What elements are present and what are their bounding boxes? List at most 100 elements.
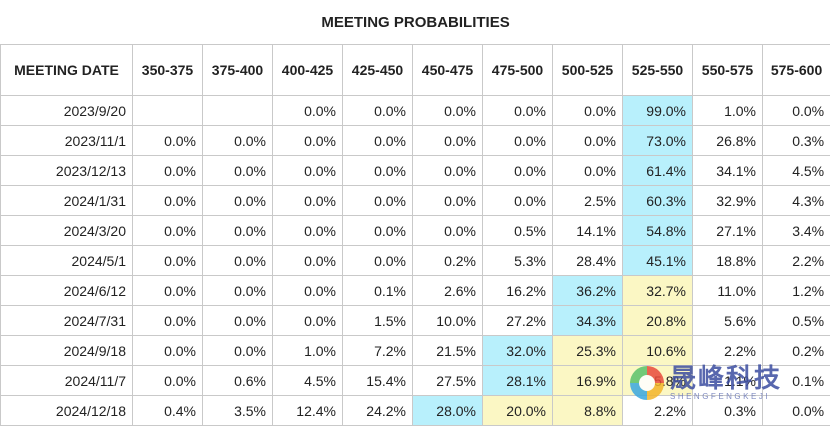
probability-cell: 0.0% xyxy=(133,216,203,246)
probability-cell: 2.2% xyxy=(693,336,763,366)
probability-cell: 0.6% xyxy=(203,366,273,396)
probability-cell: 0.0% xyxy=(343,156,413,186)
probability-cell: 1.2% xyxy=(763,276,830,306)
probability-cell: 0.0% xyxy=(133,186,203,216)
probability-cell: 32.9% xyxy=(693,186,763,216)
probability-cell: 0.0% xyxy=(413,96,483,126)
probability-cell: 0.1% xyxy=(343,276,413,306)
meeting-date-cell: 2023/9/20 xyxy=(1,96,133,126)
probability-cell: 0.0% xyxy=(343,186,413,216)
probability-cell: 0.3% xyxy=(693,396,763,426)
probability-cell xyxy=(203,96,273,126)
meeting-date-cell: 2024/11/7 xyxy=(1,366,133,396)
probability-cell: 0.0% xyxy=(273,306,343,336)
probability-cell: 10.6% xyxy=(623,336,693,366)
probability-cell: 2.2% xyxy=(623,396,693,426)
probability-cell: 28.4% xyxy=(553,246,623,276)
probability-cell: 28.0% xyxy=(413,396,483,426)
probability-cell: 5.6% xyxy=(693,306,763,336)
probability-cell: 32.0% xyxy=(483,336,553,366)
probability-cell: 36.2% xyxy=(553,276,623,306)
probability-cell: 27.1% xyxy=(693,216,763,246)
probability-cell: 28.1% xyxy=(483,366,553,396)
column-header-475-500: 475-500 xyxy=(483,45,553,96)
probability-cell: 4.3% xyxy=(763,186,830,216)
meeting-date-cell: 2023/11/1 xyxy=(1,126,133,156)
probability-cell: 0.0% xyxy=(553,156,623,186)
probability-cell: 8.8% xyxy=(553,396,623,426)
column-header-375-400: 375-400 xyxy=(203,45,273,96)
probability-cell: 0.0% xyxy=(203,336,273,366)
table-title: MEETING PROBABILITIES xyxy=(1,0,830,45)
column-header-meeting-date: MEETING DATE xyxy=(1,45,133,96)
probability-cell: 20.0% xyxy=(483,396,553,426)
probability-cell: 0.0% xyxy=(203,246,273,276)
probability-cell xyxy=(133,96,203,126)
probability-cell: 0.0% xyxy=(553,96,623,126)
probability-cell: 0.0% xyxy=(483,126,553,156)
probability-cell: 0.0% xyxy=(553,126,623,156)
probability-cell: 25.3% xyxy=(553,336,623,366)
probability-cell: 0.0% xyxy=(343,246,413,276)
probability-cell: 4.5% xyxy=(763,156,830,186)
meeting-date-cell: 2024/5/1 xyxy=(1,246,133,276)
meeting-date-cell: 2024/12/18 xyxy=(1,396,133,426)
probability-cell: 32.7% xyxy=(623,276,693,306)
probability-cell: 73.0% xyxy=(623,126,693,156)
probability-cell: 61.4% xyxy=(623,156,693,186)
meeting-date-cell: 2023/12/13 xyxy=(1,156,133,186)
probability-cell: 1.0% xyxy=(693,96,763,126)
probability-cell: 0.0% xyxy=(343,96,413,126)
probability-cell: 0.0% xyxy=(413,126,483,156)
probability-cell: 0.0% xyxy=(273,216,343,246)
probability-cell: 0.0% xyxy=(203,216,273,246)
probability-cell: 3.5% xyxy=(203,396,273,426)
column-header-550-575: 550-575 xyxy=(693,45,763,96)
probability-cell: 0.0% xyxy=(273,96,343,126)
probability-cell: 1.1% xyxy=(693,366,763,396)
probability-cell: 3.4% xyxy=(763,216,830,246)
meeting-date-cell: 2024/7/31 xyxy=(1,306,133,336)
probability-cell: 0.0% xyxy=(133,156,203,186)
probability-cell: 0.0% xyxy=(413,216,483,246)
probability-cell: 0.0% xyxy=(133,306,203,336)
probability-cell: 0.3% xyxy=(763,126,830,156)
probability-cell: 0.0% xyxy=(763,96,830,126)
probability-cell: 0.0% xyxy=(203,126,273,156)
column-header-425-450: 425-450 xyxy=(343,45,413,96)
probability-cell: 0.0% xyxy=(273,186,343,216)
probability-cell: 15.4% xyxy=(343,366,413,396)
probability-cell: 0.0% xyxy=(413,186,483,216)
probability-cell: 0.0% xyxy=(203,306,273,336)
probability-cell: 10.0% xyxy=(413,306,483,336)
probability-cell: 18.8% xyxy=(693,246,763,276)
column-header-500-525: 500-525 xyxy=(553,45,623,96)
probability-cell: 0.0% xyxy=(133,276,203,306)
probability-cell: 14.1% xyxy=(553,216,623,246)
probability-cell: 0.5% xyxy=(483,216,553,246)
probability-cell: 0.0% xyxy=(133,126,203,156)
probability-cell: 11.0% xyxy=(693,276,763,306)
probability-cell: 34.1% xyxy=(693,156,763,186)
meeting-date-cell: 2024/3/20 xyxy=(1,216,133,246)
probability-cell: 27.2% xyxy=(483,306,553,336)
probability-cell: 0.1% xyxy=(763,366,830,396)
probability-cell: 0.0% xyxy=(483,96,553,126)
probability-cell: 54.8% xyxy=(623,216,693,246)
probability-cell: 0.0% xyxy=(273,276,343,306)
probability-cell: 26.8% xyxy=(693,126,763,156)
probability-cell: 0.0% xyxy=(763,396,830,426)
probability-cell: 0.0% xyxy=(273,126,343,156)
probability-cell: 99.0% xyxy=(623,96,693,126)
probability-cell: 2.5% xyxy=(553,186,623,216)
column-header-450-475: 450-475 xyxy=(413,45,483,96)
